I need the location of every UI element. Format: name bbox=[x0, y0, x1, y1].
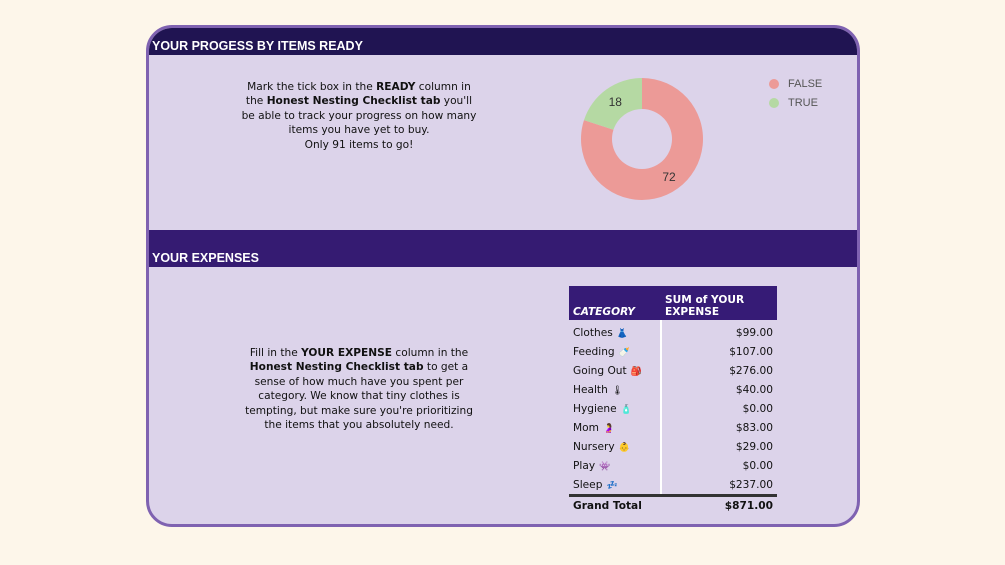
table-row: Nursery 👶 $29.00 bbox=[569, 437, 777, 456]
progress-section-header: YOUR PROGESS BY ITEMS READY bbox=[149, 28, 857, 55]
category-label: Clothes bbox=[573, 326, 613, 339]
table-row: Feeding 🍼 $107.00 bbox=[569, 342, 777, 361]
category-emoji-icon: 👶 bbox=[618, 442, 630, 453]
expense-value-cell[interactable]: $99.00 bbox=[735, 326, 773, 339]
category-cell[interactable]: Mom 🤰 bbox=[569, 418, 662, 437]
category-cell[interactable]: Feeding 🍼 bbox=[569, 342, 662, 361]
progress-donut-chart: 72 18 bbox=[581, 78, 703, 200]
table-row: Health 🌡 $40.00 bbox=[569, 380, 777, 399]
category-label: Going Out bbox=[573, 364, 627, 377]
table-row: Hygiene 🧴 $0.00 bbox=[569, 399, 777, 418]
category-emoji-icon: 👾 bbox=[599, 461, 611, 472]
grand-total-value: $871.00 bbox=[661, 494, 777, 515]
expenses-description: Fill in the YOUR EXPENSE column in the H… bbox=[245, 347, 473, 432]
category-label: Play bbox=[573, 459, 596, 472]
column-header-sum[interactable]: SUM of YOUR EXPENSE bbox=[661, 286, 777, 320]
donut-label-false: 72 bbox=[662, 170, 676, 184]
expenses-section-header: YOUR EXPENSES bbox=[149, 230, 857, 267]
category-label: Health bbox=[573, 383, 608, 396]
expense-value-cell[interactable]: $40.00 bbox=[735, 383, 773, 396]
category-label: Sleep bbox=[573, 478, 603, 491]
category-cell[interactable]: Nursery 👶 bbox=[569, 437, 662, 456]
expense-value-cell[interactable]: $0.00 bbox=[742, 402, 773, 415]
category-emoji-icon: 🧴 bbox=[620, 404, 632, 415]
table-row: Going Out 🎒 $276.00 bbox=[569, 361, 777, 380]
expense-value-cell[interactable]: $276.00 bbox=[729, 364, 773, 377]
expense-value-cell[interactable]: $83.00 bbox=[735, 421, 773, 434]
progress-description: Mark the tick box in the READY column in… bbox=[239, 80, 479, 152]
donut-slice-true[interactable] bbox=[583, 78, 642, 130]
expense-value-cell[interactable]: $237.00 bbox=[729, 478, 773, 491]
donut-slice-false[interactable] bbox=[581, 78, 703, 200]
table-row: Mom 🤰 $83.00 bbox=[569, 418, 777, 437]
table-row: Sleep 💤 $237.00 bbox=[569, 475, 777, 496]
category-label: Nursery bbox=[573, 440, 615, 453]
dashboard-frame: YOUR PROGESS BY ITEMS READY Mark the tic… bbox=[146, 25, 860, 527]
category-emoji-icon: 👗 bbox=[616, 328, 628, 339]
category-emoji-icon: 🎒 bbox=[630, 366, 642, 377]
category-emoji-icon: 🌡 bbox=[611, 385, 624, 396]
legend-dot-false bbox=[769, 78, 779, 89]
category-cell[interactable]: Play 👾 bbox=[569, 456, 662, 475]
category-label: Hygiene bbox=[573, 402, 617, 415]
category-label: Feeding bbox=[573, 345, 615, 358]
progress-section-title: YOUR PROGESS BY ITEMS READY bbox=[152, 39, 363, 53]
column-header-category[interactable]: CATEGORY bbox=[569, 286, 661, 320]
category-cell[interactable]: Clothes 👗 bbox=[569, 320, 662, 342]
expenses-section-title: YOUR EXPENSES bbox=[152, 251, 259, 265]
category-emoji-icon: 💤 bbox=[606, 480, 618, 491]
table-row: Clothes 👗 $99.00 bbox=[569, 320, 777, 342]
expense-value-cell[interactable]: $107.00 bbox=[729, 345, 773, 358]
table-header-row: CATEGORY SUM of YOUR EXPENSE bbox=[569, 286, 777, 320]
category-cell[interactable]: Health 🌡 bbox=[569, 380, 662, 399]
category-emoji-icon: 🍼 bbox=[618, 347, 630, 358]
grand-total-label: Grand Total bbox=[569, 494, 661, 515]
category-cell[interactable]: Hygiene 🧴 bbox=[569, 399, 662, 418]
chart-legend: FALSE TRUE bbox=[769, 74, 822, 112]
category-label: Mom bbox=[573, 421, 599, 434]
category-cell[interactable]: Going Out 🎒 bbox=[569, 361, 662, 380]
category-emoji-icon: 🤰 bbox=[602, 423, 615, 434]
expense-value-cell[interactable]: $0.00 bbox=[742, 459, 773, 472]
items-remaining-text: Only 91 items to go! bbox=[304, 138, 414, 151]
table-row: Play 👾 $0.00 bbox=[569, 456, 777, 475]
expenses-pivot-table: CATEGORY SUM of YOUR EXPENSE Clothes 👗 $99… bbox=[569, 286, 777, 515]
donut-label-true: 18 bbox=[609, 95, 623, 109]
legend-item-false: FALSE bbox=[769, 74, 822, 93]
legend-item-true: TRUE bbox=[769, 93, 822, 112]
expense-value-cell[interactable]: $29.00 bbox=[735, 440, 773, 453]
category-cell[interactable]: Sleep 💤 bbox=[569, 475, 662, 496]
grand-total-row: Grand Total $871.00 bbox=[569, 494, 777, 515]
legend-dot-true bbox=[769, 97, 779, 108]
